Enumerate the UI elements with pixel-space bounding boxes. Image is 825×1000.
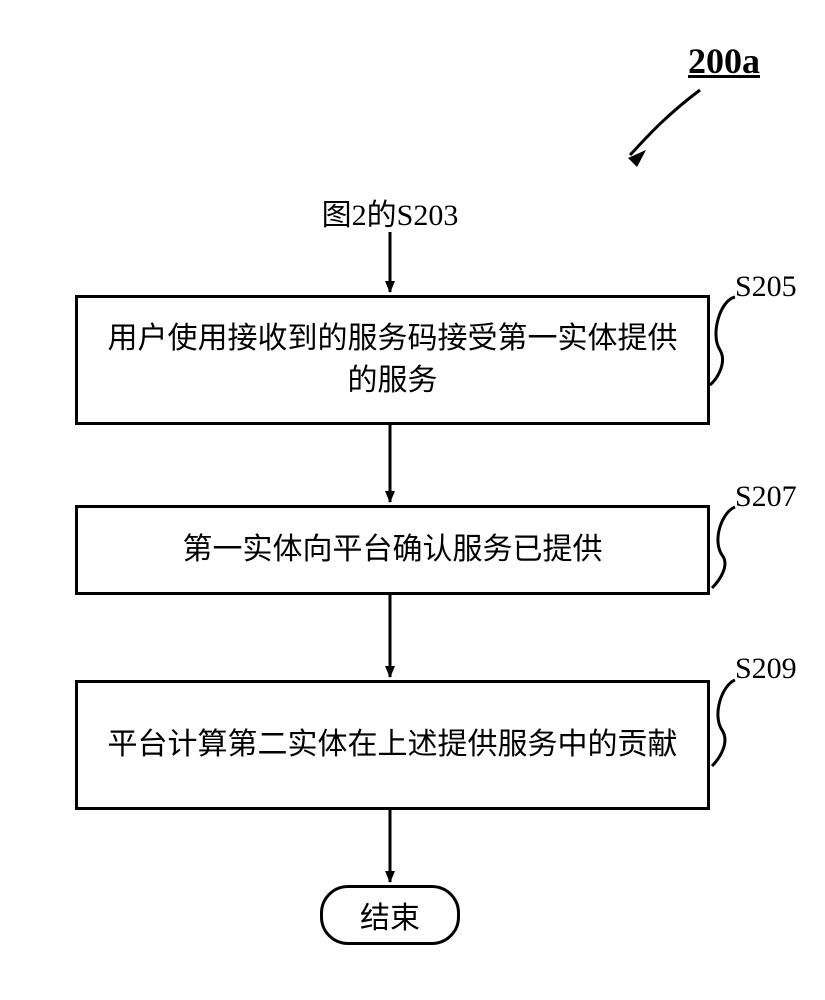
leader-s205 — [710, 297, 735, 385]
step-label-s205: S205 — [735, 270, 797, 304]
figure-label: 200a — [640, 40, 760, 82]
terminator-end-text: 结束 — [360, 893, 420, 937]
connectors-layer — [0, 0, 825, 1000]
pointer-arrow-head — [628, 150, 646, 167]
process-s209: 平台计算第二实体在上述提供服务中的贡献 — [75, 680, 710, 810]
leader-s207 — [712, 507, 735, 588]
step-label-s209-text: S209 — [735, 652, 797, 685]
process-s209-text: 平台计算第二实体在上述提供服务中的贡献 — [108, 724, 678, 766]
flowchart-canvas: 200a 图2的S203 用户使用接收到的服务码接受第一实体提供的服务 S205… — [0, 0, 825, 1000]
step-label-s207: S207 — [735, 480, 797, 514]
process-s207: 第一实体向平台确认服务已提供 — [75, 505, 710, 595]
terminator-end: 结束 — [320, 885, 460, 945]
pointer-arrow-shaft — [630, 90, 700, 155]
step-label-s205-text: S205 — [735, 270, 797, 303]
process-s207-text: 第一实体向平台确认服务已提供 — [183, 529, 603, 571]
figure-label-text: 200a — [688, 41, 760, 81]
step-label-s209: S209 — [735, 652, 797, 686]
leader-s209 — [712, 680, 735, 766]
step-label-s207-text: S207 — [735, 480, 797, 513]
process-s205-text: 用户使用接收到的服务码接受第一实体提供的服务 — [98, 318, 687, 402]
start-reference: 图2的S203 — [260, 190, 520, 234]
process-s205: 用户使用接收到的服务码接受第一实体提供的服务 — [75, 295, 710, 425]
start-reference-text: 图2的S203 — [322, 199, 459, 232]
